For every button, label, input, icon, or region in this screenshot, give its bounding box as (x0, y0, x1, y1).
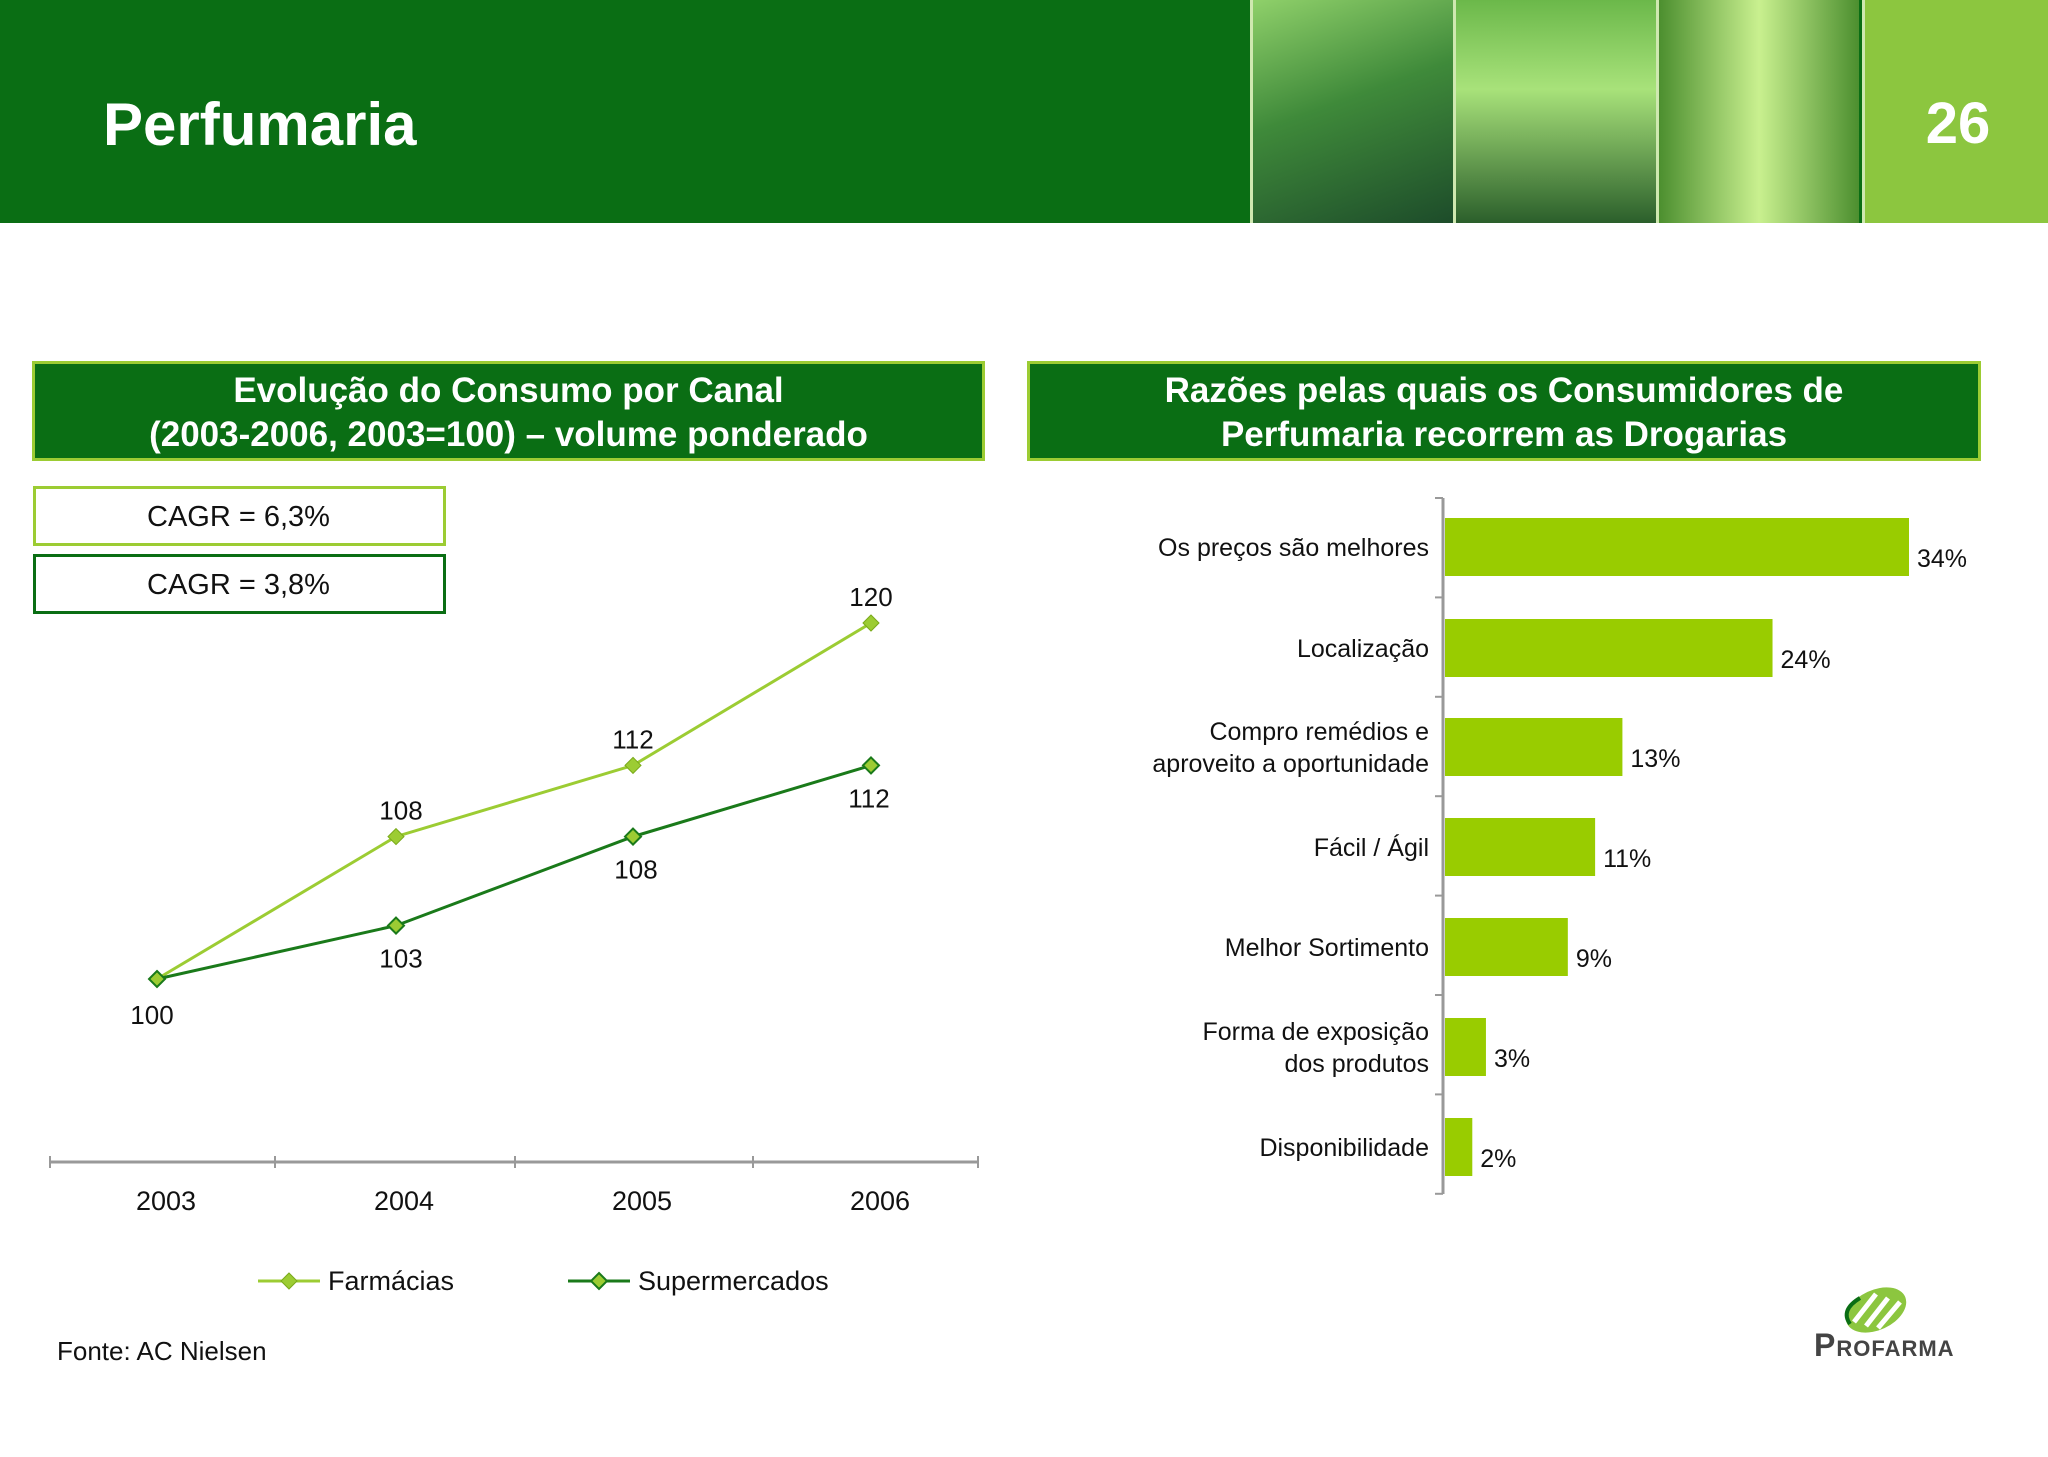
data-point-marker (147, 969, 167, 989)
header-photo-sorter (1453, 0, 1656, 223)
x-tick-label: 2005 (612, 1186, 672, 1216)
data-point-marker (861, 755, 881, 775)
category-label: Disponibilidade (1259, 1134, 1429, 1162)
legend-farmacias-marker (258, 1272, 320, 1290)
data-point-marker (623, 827, 643, 847)
right-panel-title-line1: Razões pelas quais os Consumidores de (1164, 371, 1844, 410)
data-label: 108 (614, 855, 657, 885)
bar-value-label: 3% (1494, 1045, 1530, 1073)
category-label: aproveito a oportunidade (1152, 750, 1429, 778)
category-label: Melhor Sortimento (1225, 934, 1429, 962)
right-panel-title: Razões pelas quais os Consumidores de Pe… (1027, 361, 1981, 461)
bar-value-label: 34% (1917, 545, 1967, 573)
profarma-logo-icon (1844, 1287, 1907, 1333)
bar (1445, 619, 1773, 677)
cagr-farmacias-box: CAGR = 6,3% (33, 486, 446, 546)
category-label: dos produtos (1284, 1050, 1429, 1078)
legend-supermercados-marker (568, 1271, 630, 1291)
right-panel-title-line2: Perfumaria recorrem as Drogarias (1220, 415, 1788, 454)
left-panel-title-line1: Evolução do Consumo por Canal (233, 371, 784, 410)
category-label: Compro remédios e (1209, 718, 1429, 746)
bar (1445, 918, 1568, 976)
bar-value-label: 9% (1576, 945, 1612, 973)
category-label: Os preços são melhores (1158, 534, 1429, 562)
data-label: 108 (379, 796, 422, 826)
bar-value-label: 2% (1480, 1145, 1516, 1173)
bar-chart: 34% Os preços são melhores 24% Localização 1… (1152, 497, 1967, 1195)
header-photo-conveyor (1250, 0, 1453, 223)
bar-value-label: 24% (1781, 646, 1831, 674)
bar (1445, 718, 1623, 776)
bar (1445, 1118, 1473, 1176)
bar (1445, 818, 1596, 876)
bar (1445, 518, 1909, 576)
legend-farmacias: Farmácias (258, 1262, 454, 1300)
category-label: Localização (1297, 635, 1429, 663)
series-line-1 (156, 763, 872, 981)
page-title: Perfumaria (103, 91, 417, 158)
x-tick-label: 2006 (850, 1186, 910, 1216)
bar-value-label: 11% (1603, 845, 1651, 873)
data-label: 112 (612, 724, 653, 754)
data-label: 120 (849, 582, 892, 612)
left-panel-title-line2: (2003-2006, 2003=100) – volume ponderado (149, 415, 868, 454)
data-label: 100 (130, 1000, 173, 1030)
x-tick-label: 2004 (374, 1186, 434, 1216)
data-point-marker (387, 827, 405, 846)
legend-farmacias-label: Farmácias (328, 1265, 455, 1296)
cagr-supermercados-box: CAGR = 3,8% (33, 554, 446, 614)
bar-value-label: 13% (1630, 745, 1680, 773)
data-point-marker (386, 916, 406, 936)
page-number: 26 (1925, 91, 1991, 156)
data-point-marker (624, 756, 642, 775)
profarma-logo-text: Profarma (1814, 1327, 1955, 1363)
left-panel-title: Evolução do Consumo por Canal (2003-2006… (32, 361, 985, 461)
data-point-marker (862, 614, 880, 632)
series-line-0 (156, 621, 872, 981)
line-chart: 2003 2004 2005 2006 100 108 112 120 103 108 112 (49, 582, 979, 1216)
legend-supermercados-label: Supermercados (638, 1265, 829, 1296)
legend-supermercados: Supermercados (568, 1262, 829, 1300)
page-number-box: 26 (1862, 0, 2048, 223)
data-label: 103 (379, 944, 422, 974)
data-label: 112 (848, 783, 889, 813)
category-label: Fácil / Ágil (1314, 833, 1429, 862)
header-photo-warehouse (1656, 0, 1859, 223)
source-note: Fonte: AC Nielsen (57, 1336, 267, 1366)
bar (1445, 1018, 1486, 1076)
category-label: Forma de exposição (1202, 1018, 1429, 1046)
x-tick-label: 2003 (136, 1186, 196, 1216)
